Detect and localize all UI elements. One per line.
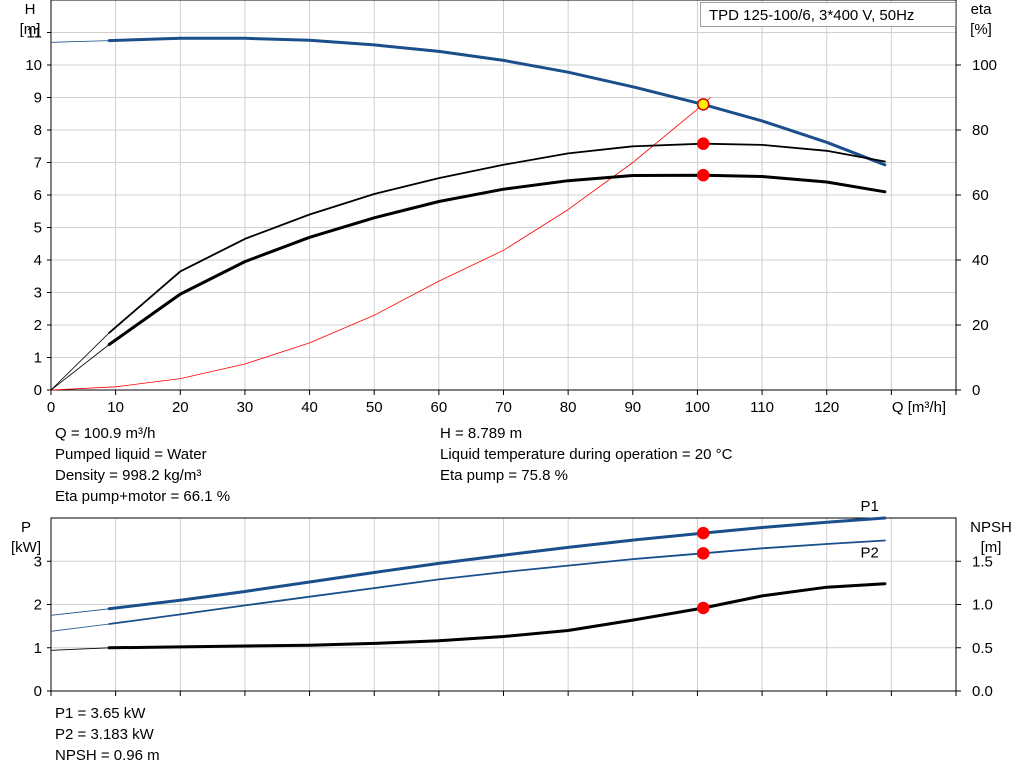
- x-tick-label: 40: [301, 399, 318, 416]
- x-tick-label: 110: [750, 399, 774, 416]
- y-right-tick-label: 100: [972, 57, 997, 74]
- x-tick-label: 30: [237, 399, 254, 416]
- chart-title-box: TPD 125-100/6, 3*400 V, 50Hz: [700, 2, 956, 27]
- y-right-tick-label: 60: [972, 187, 989, 204]
- series-line: [107, 582, 887, 650]
- operating-point-marker: [696, 601, 710, 615]
- series-line-p1: [107, 516, 887, 611]
- bottom-chart-group: [47, 516, 961, 696]
- y-tick-label: 8: [34, 122, 42, 139]
- y-axis-label: H: [25, 1, 36, 18]
- x-tick-label: 80: [560, 399, 577, 416]
- series-line: [108, 142, 886, 334]
- series-line-extension: [50, 623, 110, 632]
- x-tick-label: 0: [47, 399, 55, 416]
- y-tick-label: 0: [34, 382, 42, 399]
- series-line-extension: [50, 647, 110, 651]
- info-head: H = 8.789 m: [440, 425, 523, 442]
- info-top-right: H = 8.789 m Liquid temperature during op…: [440, 423, 732, 486]
- y-right-axis-unit: [%]: [970, 21, 992, 38]
- x-tick-label: 90: [624, 399, 641, 416]
- info-p2: P2 = 3.183 kW: [55, 726, 154, 743]
- y-right-tick-label: 40: [972, 252, 989, 269]
- y-tick-label: 10: [25, 57, 42, 74]
- info-eta-pump: Eta pump = 75.8 %: [440, 467, 568, 484]
- info-temperature: Liquid temperature during operation = 20…: [440, 446, 733, 463]
- info-liquid: Pumped liquid = Water: [55, 446, 207, 463]
- series-label-p1: P1: [861, 498, 879, 515]
- y-right-tick-label: 20: [972, 317, 989, 334]
- series-line-extension: [50, 608, 110, 616]
- x-tick-label: 50: [366, 399, 383, 416]
- top-chart-group: [47, 0, 961, 395]
- y-tick-label: 4: [34, 252, 42, 269]
- x-axis-label: Q [m³/h]: [892, 399, 946, 416]
- series-line: [50, 97, 711, 391]
- y-tick-label: 5: [34, 220, 42, 237]
- y-right-tick-label: 0.5: [972, 640, 993, 657]
- y-right-tick-label: 0: [972, 382, 980, 399]
- info-top-left: Q = 100.9 m³/h Pumped liquid = Water Den…: [55, 423, 230, 507]
- y-tick-label: 7: [34, 155, 42, 172]
- y-tick-label: 0: [34, 683, 42, 700]
- y-tick-label: 11: [26, 25, 42, 42]
- y-tick-label: 6: [34, 187, 42, 204]
- y-tick-label: 2: [34, 317, 42, 334]
- y-axis-unit: [m]: [20, 21, 41, 38]
- y-tick-label: 9: [34, 90, 42, 107]
- chart-title: TPD 125-100/6, 3*400 V, 50Hz: [709, 7, 915, 24]
- series-line-extension: [50, 344, 110, 391]
- y-right-axis-label: eta: [971, 1, 993, 18]
- operating-point-marker: [696, 168, 710, 182]
- series-line-extension: [50, 332, 110, 391]
- operating-point-marker: [696, 547, 710, 560]
- operating-point-marker: [696, 98, 710, 111]
- x-tick-label: 70: [495, 399, 512, 416]
- info-npsh: NPSH = 0.96 m: [55, 747, 160, 764]
- y-right-tick-label: 1.5: [972, 553, 993, 570]
- x-tick-label: 120: [814, 399, 839, 416]
- x-tick-label: 10: [107, 399, 124, 416]
- series-line: [107, 36, 887, 167]
- y-right-tick-label: 80: [972, 122, 989, 139]
- info-p1: P1 = 3.65 kW: [55, 705, 146, 722]
- info-eta-pump-motor: Eta pump+motor = 66.1 %: [55, 488, 231, 505]
- y-axis-label: P: [21, 519, 31, 536]
- info-density: Density = 998.2 kg/m³: [55, 467, 202, 484]
- y-tick-label: 1: [34, 640, 42, 657]
- y-tick-label: 3: [34, 553, 42, 570]
- info-bottom: P1 = 3.65 kW P2 = 3.183 kW NPSH = 0.96 m: [55, 703, 160, 766]
- y-tick-label: 3: [34, 285, 42, 302]
- series-line-p2: [108, 539, 886, 625]
- y-right-tick-label: 0.0: [972, 683, 993, 700]
- info-q: Q = 100.9 m³/h: [55, 425, 156, 442]
- x-tick-label: 100: [685, 399, 710, 416]
- series-line-extension: [50, 40, 110, 43]
- y-tick-label: 2: [34, 597, 42, 614]
- x-tick-label: 60: [431, 399, 448, 416]
- operating-point-marker: [696, 526, 710, 540]
- y-axis-unit: [kW]: [11, 539, 41, 556]
- y-tick-label: 1: [34, 350, 42, 367]
- y-right-tick-label: 1.0: [972, 597, 993, 614]
- y-right-axis-unit: [m]: [981, 539, 1002, 556]
- series-line: [107, 173, 887, 346]
- series-label-p2: P2: [861, 544, 879, 561]
- x-tick-label: 20: [172, 399, 189, 416]
- operating-point-marker: [696, 137, 710, 150]
- y-right-axis-label: NPSH: [970, 519, 1012, 536]
